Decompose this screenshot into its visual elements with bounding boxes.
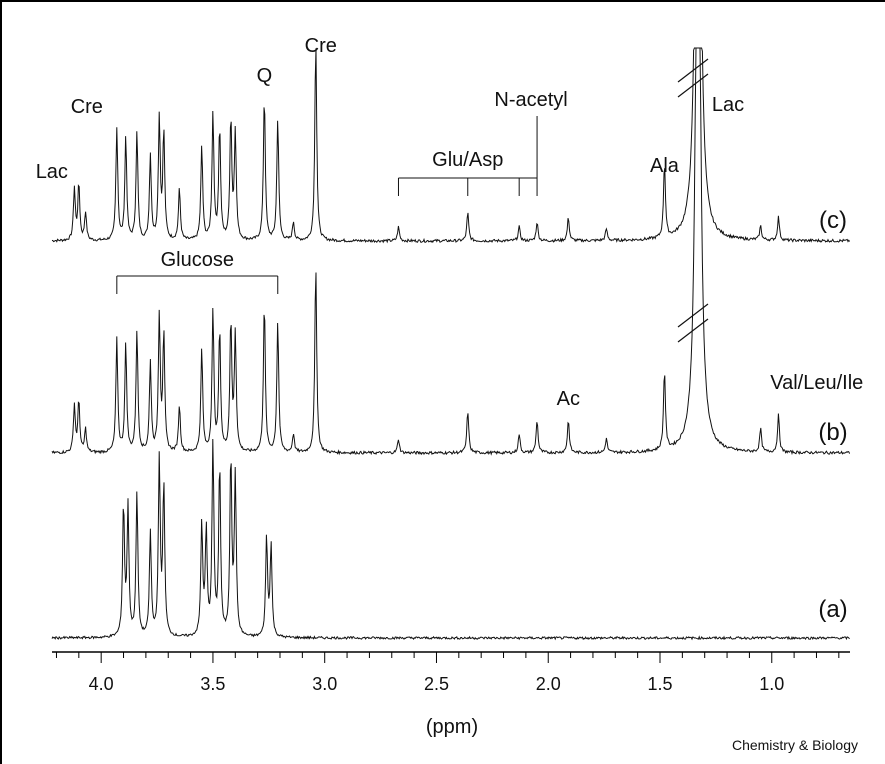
x-tick-label: 1.5	[647, 674, 672, 694]
spectra-group: (c) (b) (a)	[51, 47, 851, 641]
x-tick-label: 2.0	[536, 674, 561, 694]
peak-label: Cre	[305, 35, 337, 57]
x-axis-ticks: 4.0 3.5 3.0 2.5 2.0 1.5 1.0	[55, 652, 840, 694]
peak-label: Ala	[650, 155, 680, 177]
x-tick-label: 4.0	[89, 674, 114, 694]
peak-label: Lac	[36, 161, 68, 183]
spectrum-trace	[51, 438, 850, 641]
annotations-group: Lac Cre Q Cre N-acetyl Ala Lac Ac Val/Leu/Ile Glu…	[36, 35, 864, 410]
axis-break-mark	[677, 318, 709, 343]
x-axis: 4.0 3.5 3.0 2.5 2.0 1.5 1.0	[52, 651, 850, 694]
x-axis-label: (ppm)	[426, 716, 478, 738]
bracket-label: Glucose	[161, 249, 234, 271]
bracket-label: Glu/Asp	[432, 149, 503, 171]
x-tick-label: 3.5	[200, 674, 225, 694]
axis-break-mark	[677, 303, 709, 328]
peak-label: Lac	[712, 94, 744, 116]
axis-break-mark	[677, 58, 709, 83]
peak-label: Cre	[71, 96, 103, 118]
bracket-glu-asp: Glu/Asp	[397, 149, 538, 196]
peak-label: Ac	[557, 388, 580, 410]
peak-label: Q	[257, 65, 273, 87]
x-tick-label: 3.0	[312, 674, 337, 694]
bracket-glucose: Glucose	[116, 249, 279, 294]
figure-credit: Chemistry & Biology	[732, 737, 858, 753]
x-tick-label: 2.5	[424, 674, 449, 694]
spectrum-trace	[51, 47, 851, 244]
spectrum-c: (c)	[51, 47, 851, 244]
peak-label: N-acetyl	[494, 89, 567, 111]
trace-label: (a)	[818, 596, 847, 623]
trace-label: (c)	[819, 207, 847, 234]
trace-label: (b)	[818, 419, 847, 446]
axis-break-mark	[677, 73, 709, 98]
spectrum-a: (a)	[51, 438, 850, 641]
spectrum-b: (b)	[51, 47, 851, 456]
peak-label: Val/Leu/Ile	[770, 372, 863, 394]
spectrum-trace	[51, 47, 851, 456]
x-tick-label: 1.0	[759, 674, 784, 694]
